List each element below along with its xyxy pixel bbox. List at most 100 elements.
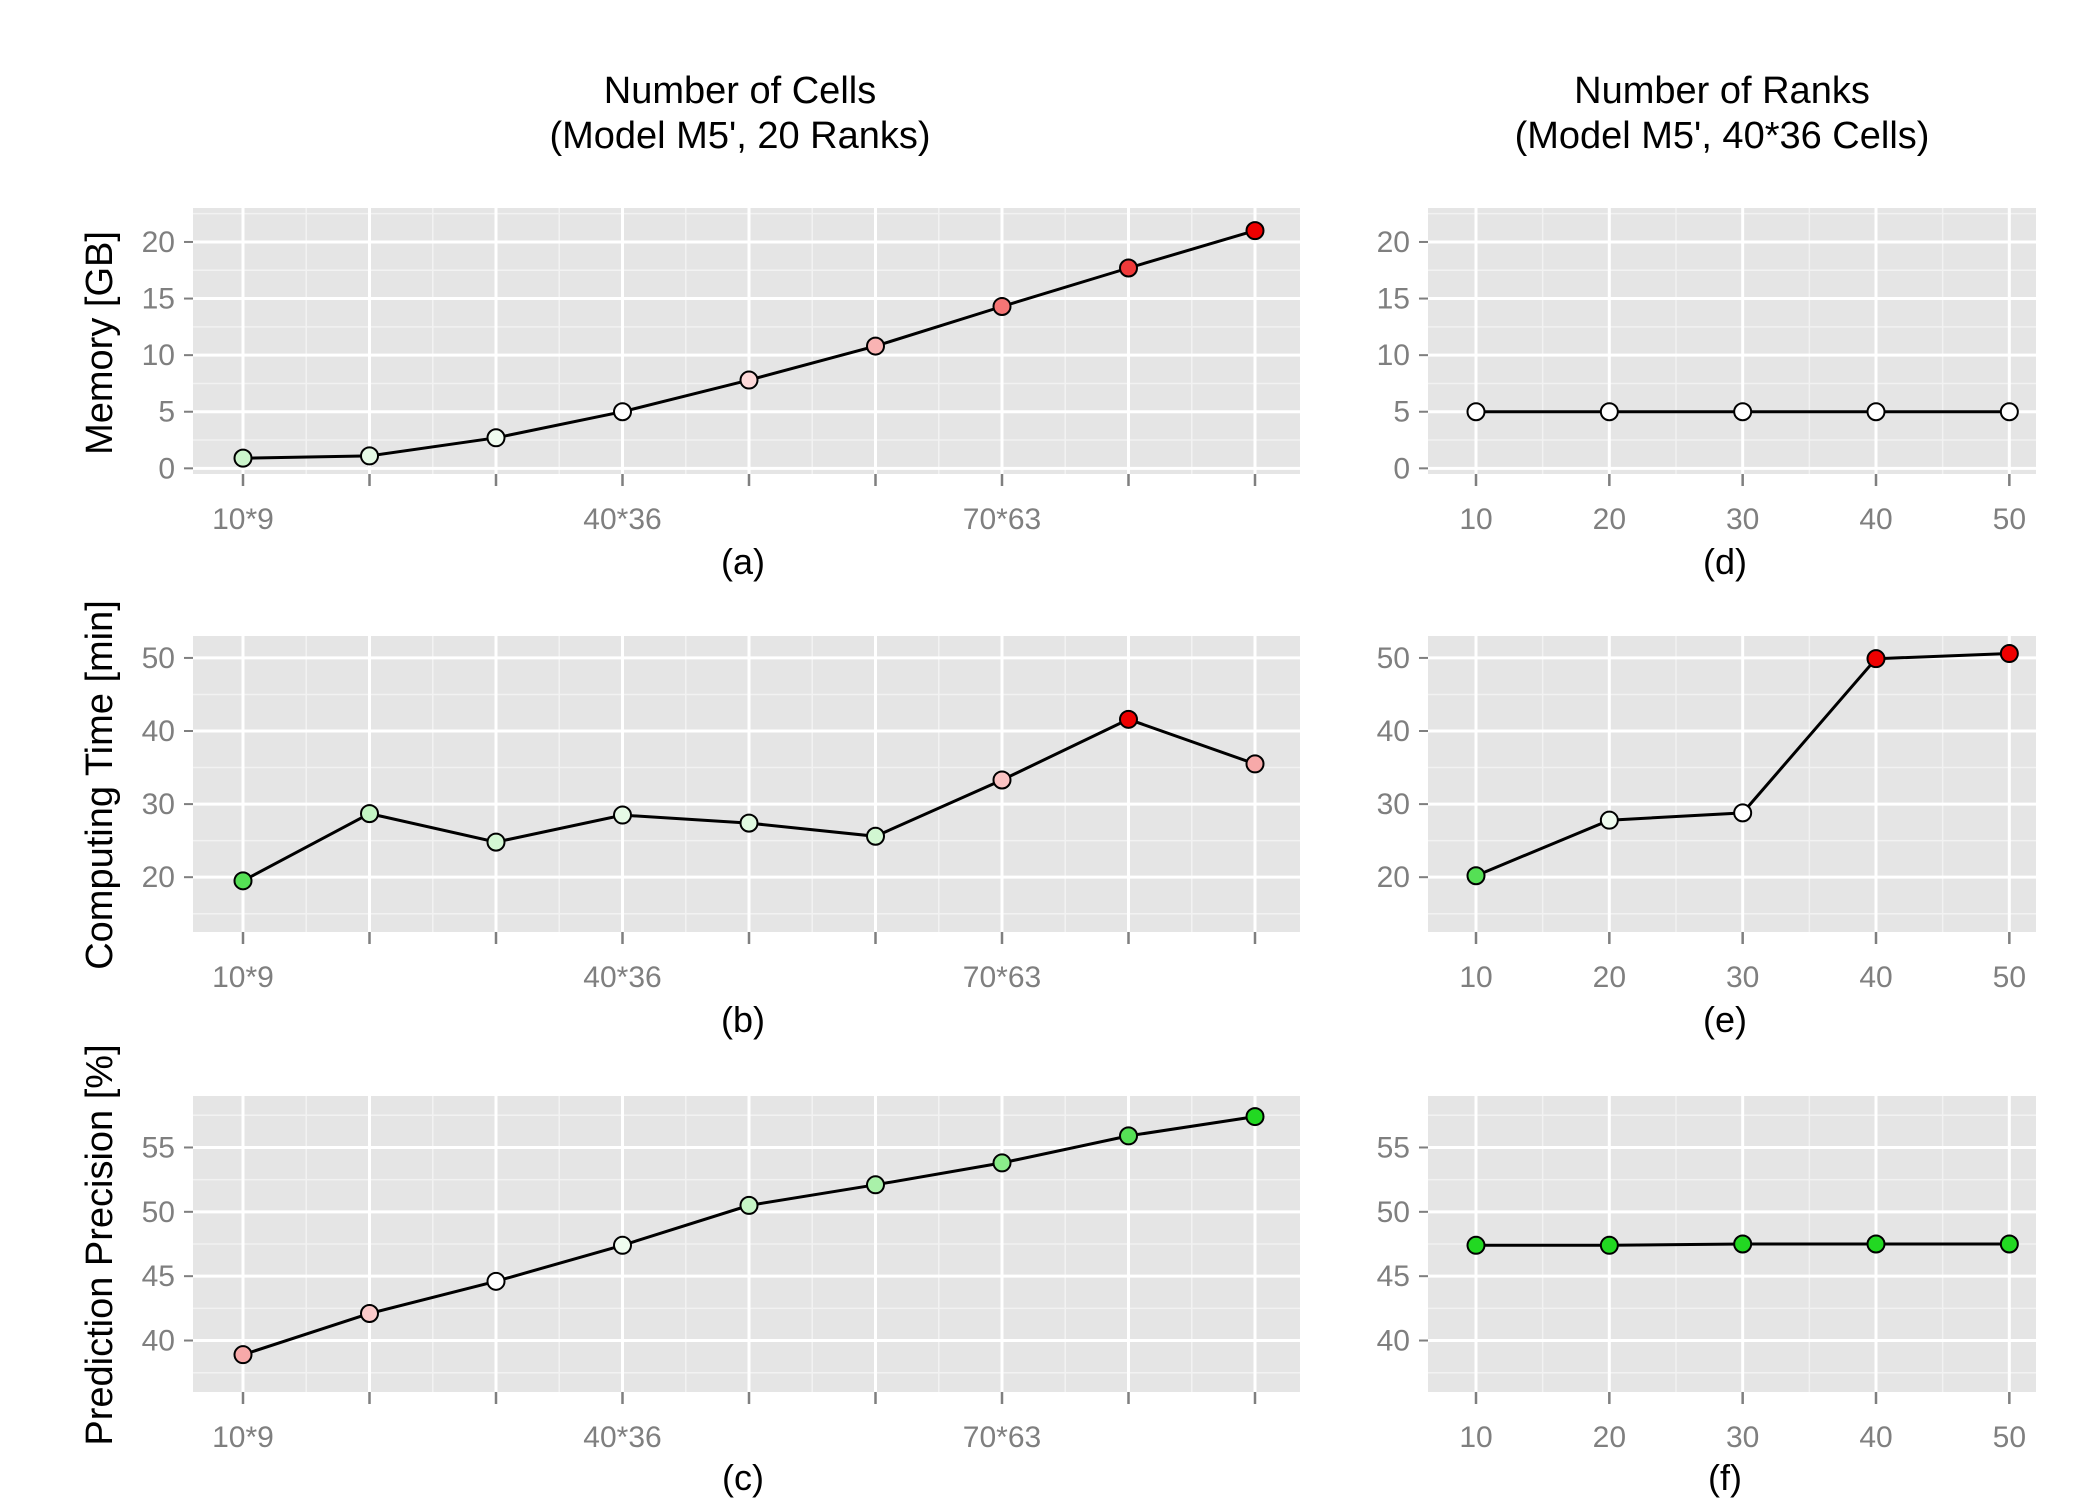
data-point bbox=[1245, 221, 1265, 241]
panel-e: 20 30 40 50 10 20 30 40 50 bbox=[1377, 636, 2036, 994]
data-point bbox=[233, 1345, 253, 1365]
y-tick-label: 10 bbox=[142, 339, 175, 372]
y-tick-label: 40 bbox=[142, 1325, 175, 1358]
x-tick-label: 70*63 bbox=[963, 961, 1041, 994]
data-point bbox=[1119, 1126, 1138, 1146]
panel-label-d: (d) bbox=[1703, 541, 1747, 582]
panel-a: 0 5 10 15 20 10*9 40*36 70*63 bbox=[142, 208, 1300, 536]
data-point bbox=[360, 804, 379, 824]
data-point bbox=[866, 336, 885, 356]
data-point bbox=[1245, 754, 1265, 774]
panel-f: 40 45 50 55 10 20 30 40 50 bbox=[1377, 1096, 2036, 1454]
y-tick-label: 15 bbox=[1377, 283, 1410, 316]
data-point bbox=[486, 1271, 506, 1291]
x-tick-label: 40 bbox=[1859, 961, 1892, 994]
y-tick-label: 5 bbox=[158, 396, 175, 429]
x-tick-label: 10*9 bbox=[212, 503, 274, 536]
y-tick-label: 50 bbox=[1377, 1196, 1410, 1229]
data-point bbox=[1466, 402, 1486, 422]
y-tick-label: 40 bbox=[1377, 1325, 1410, 1358]
x-tick-label: 40*36 bbox=[583, 1421, 661, 1454]
data-point bbox=[992, 1153, 1012, 1173]
data-point bbox=[233, 871, 253, 891]
data-point bbox=[613, 1235, 632, 1255]
panel-label-c: (c) bbox=[722, 1457, 764, 1498]
x-tick-label: 10*9 bbox=[212, 1421, 274, 1454]
panel-d: 0 5 10 15 20 10 20 30 40 50 bbox=[1377, 208, 2036, 536]
data-point bbox=[233, 448, 253, 468]
x-tick-label: 10 bbox=[1459, 961, 1492, 994]
data-point bbox=[739, 813, 759, 833]
data-point bbox=[1866, 402, 1886, 422]
y-tick-label: 10 bbox=[1377, 339, 1410, 372]
x-tick-label: 10 bbox=[1459, 1421, 1492, 1454]
y-tick-label: 20 bbox=[142, 861, 175, 894]
data-point bbox=[1733, 803, 1753, 823]
column-title-left-line2: (Model M5', 20 Ranks) bbox=[549, 115, 930, 157]
x-tick-label: 40 bbox=[1859, 503, 1892, 536]
x-tick-label: 50 bbox=[1993, 961, 2026, 994]
panel-label-a: (a) bbox=[721, 541, 765, 582]
data-point bbox=[1119, 709, 1138, 729]
y-tick-label: 20 bbox=[1377, 861, 1410, 894]
panel-background bbox=[193, 636, 1300, 932]
panel-background bbox=[1428, 208, 2036, 474]
data-point bbox=[486, 428, 506, 448]
y-tick-label: 5 bbox=[1393, 396, 1410, 429]
row-label-memory: Memory [GB] bbox=[79, 231, 121, 455]
x-tick-label: 50 bbox=[1993, 503, 2026, 536]
x-tick-label: 50 bbox=[1993, 1421, 2026, 1454]
data-point bbox=[1599, 402, 1619, 422]
data-point bbox=[1599, 1235, 1619, 1255]
panel-c: 40 45 50 55 10*9 40*36 70*63 bbox=[142, 1096, 1300, 1454]
data-point bbox=[866, 1175, 885, 1195]
data-point bbox=[1733, 402, 1753, 422]
panel-background bbox=[193, 208, 1300, 474]
data-point bbox=[1119, 258, 1138, 278]
x-tick-label: 10*9 bbox=[212, 961, 274, 994]
y-tick-label: 50 bbox=[142, 1196, 175, 1229]
y-tick-label: 15 bbox=[142, 283, 175, 316]
x-tick-label: 30 bbox=[1726, 503, 1759, 536]
data-point bbox=[613, 805, 632, 825]
data-point bbox=[486, 832, 506, 852]
x-tick-label: 20 bbox=[1593, 1421, 1626, 1454]
data-point bbox=[1466, 1235, 1486, 1255]
x-tick-label: 30 bbox=[1726, 1421, 1759, 1454]
column-title-right-line1: Number of Ranks bbox=[1574, 70, 1870, 112]
y-tick-label: 55 bbox=[1377, 1131, 1410, 1164]
data-point bbox=[1733, 1234, 1753, 1254]
data-point bbox=[1999, 644, 2019, 664]
data-point bbox=[1866, 1234, 1886, 1254]
data-point bbox=[1599, 810, 1619, 830]
data-point bbox=[739, 1195, 759, 1215]
y-tick-label: 55 bbox=[142, 1131, 175, 1164]
data-point bbox=[1466, 866, 1486, 886]
data-point bbox=[360, 1303, 379, 1323]
y-tick-label: 30 bbox=[142, 788, 175, 821]
y-tick-label: 40 bbox=[142, 715, 175, 748]
y-tick-label: 50 bbox=[142, 642, 175, 675]
panel-label-b: (b) bbox=[721, 999, 765, 1040]
x-tick-label: 20 bbox=[1593, 503, 1626, 536]
data-point bbox=[360, 446, 379, 466]
data-point bbox=[1866, 649, 1886, 669]
data-point bbox=[992, 770, 1012, 790]
column-title-left-line1: Number of Cells bbox=[604, 70, 876, 112]
data-point bbox=[1999, 1234, 2019, 1254]
y-tick-label: 40 bbox=[1377, 715, 1410, 748]
x-tick-label: 40*36 bbox=[583, 503, 661, 536]
panel-label-e: (e) bbox=[1703, 999, 1747, 1040]
y-tick-label: 0 bbox=[158, 452, 175, 485]
x-tick-label: 70*63 bbox=[963, 1421, 1041, 1454]
x-tick-label: 40 bbox=[1859, 1421, 1892, 1454]
x-tick-label: 20 bbox=[1593, 961, 1626, 994]
data-point bbox=[739, 370, 759, 390]
x-tick-label: 70*63 bbox=[963, 503, 1041, 536]
y-tick-label: 20 bbox=[142, 226, 175, 259]
x-tick-label: 40*36 bbox=[583, 961, 661, 994]
column-title-right-line2: (Model M5', 40*36 Cells) bbox=[1515, 115, 1930, 157]
data-point bbox=[1245, 1107, 1265, 1127]
data-point bbox=[992, 296, 1012, 316]
